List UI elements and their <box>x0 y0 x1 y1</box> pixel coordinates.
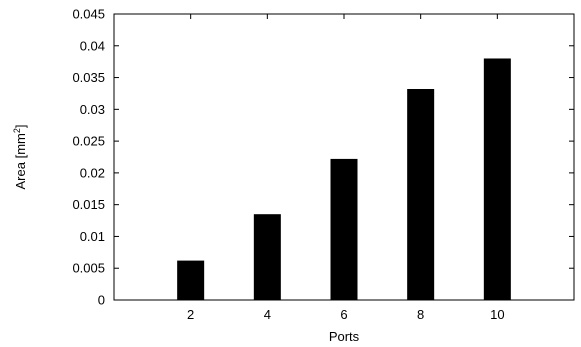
bar-4 <box>253 214 281 300</box>
bar-2 <box>177 260 205 300</box>
y-tick-label: 0.01 <box>80 229 105 244</box>
x-tick-label: 2 <box>187 307 194 322</box>
y-axis-label-text: Area [mm <box>13 133 28 189</box>
x-tick-label: 6 <box>340 307 347 322</box>
x-tick-label: 4 <box>264 307 271 322</box>
y-tick-label: 0.005 <box>72 261 105 276</box>
x-axis-label: Ports <box>329 329 360 344</box>
y-tick-label: 0.035 <box>72 70 105 85</box>
y-tick-label: 0.04 <box>80 38 105 53</box>
y-tick-label: 0.015 <box>72 197 105 212</box>
y-tick-label: 0.02 <box>80 165 105 180</box>
bar-8 <box>407 88 435 301</box>
bar-10 <box>483 58 511 300</box>
y-axis-label: Area [mm2] <box>12 125 28 190</box>
y-tick-label: 0.025 <box>72 134 105 149</box>
x-tick-label: 10 <box>490 307 504 322</box>
bar-6 <box>330 158 358 300</box>
y-axis: 0 0.005 0.01 0.015 0.02 0.025 0.03 0.035 0.04 0.0… <box>72 7 574 308</box>
bars <box>177 58 511 301</box>
x-tick-label: 8 <box>417 307 424 322</box>
y-tick-label: 0 <box>98 293 105 308</box>
y-tick-label: 0.045 <box>72 7 105 22</box>
y-axis-label-superscript: 2 <box>12 128 22 133</box>
y-axis-label-close: ] <box>13 125 28 129</box>
y-tick-label: 0.03 <box>80 102 105 117</box>
